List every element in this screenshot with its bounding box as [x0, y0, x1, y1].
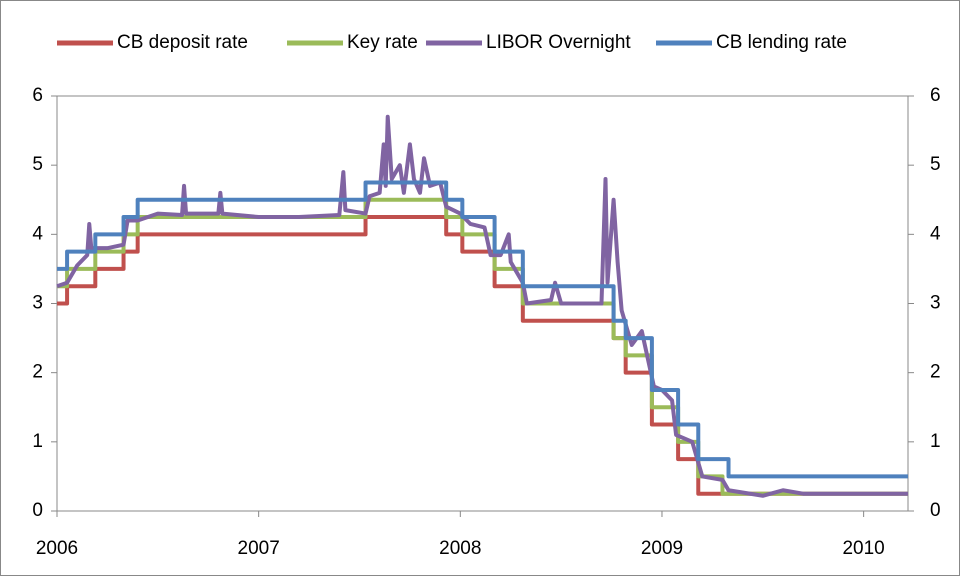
- y-tick-label: 2: [32, 362, 43, 383]
- x-tick-label: 2006: [36, 538, 78, 559]
- y-tick-label: 0: [32, 500, 43, 521]
- x-tick-label: 2007: [238, 538, 280, 559]
- legend-label: CB lending rate: [716, 32, 847, 53]
- y2-tick-label: 5: [930, 154, 941, 175]
- y2-tick-label: 3: [930, 293, 941, 314]
- y-tick-label: 4: [32, 223, 43, 244]
- legend-label: Key rate: [347, 32, 418, 53]
- x-tick-label: 2008: [439, 538, 481, 559]
- legend-label: LIBOR Overnight: [486, 32, 631, 53]
- y2-tick-label: 2: [930, 362, 941, 383]
- y-tick-label: 5: [32, 154, 43, 175]
- legend-label: CB deposit rate: [117, 32, 248, 53]
- x-tick-label: 2010: [842, 538, 884, 559]
- y2-tick-label: 6: [930, 85, 941, 106]
- y2-tick-label: 1: [930, 431, 941, 452]
- series-line: [57, 215, 908, 496]
- y-tick-label: 3: [32, 293, 43, 314]
- y2-tick-label: 0: [930, 500, 941, 521]
- y-tick-label: 1: [32, 431, 43, 452]
- x-tick-label: 2009: [641, 538, 683, 559]
- y-tick-label: 6: [32, 85, 43, 106]
- y2-tick-label: 4: [930, 223, 941, 244]
- series-line: [57, 180, 908, 479]
